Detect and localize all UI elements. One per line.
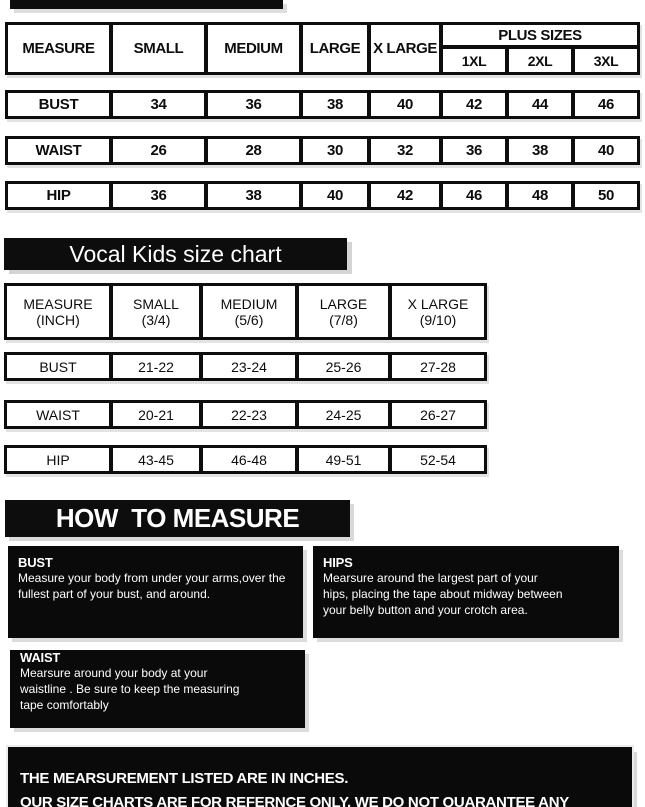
footer-disclaimer-line: OUR SIZE CHARTS ARE FOR REFERNCE ONLY. W… [20, 794, 569, 807]
kids-waist-xlarge: 26-27 [392, 403, 484, 426]
plus-sizes-row: 1XL 2XL 3XL [443, 49, 637, 72]
kids-row-waist: WAIST 20-21 22-23 24-25 26-27 [4, 400, 487, 429]
kids-header-medium-sub: (5/6) [234, 311, 264, 328]
kids-header-small: SMALL (3/4) [113, 286, 199, 337]
hip-medium-value: 38 [208, 184, 299, 207]
plus-size-2xl: 2XL [509, 49, 571, 72]
kids-hip-small: 43-45 [113, 448, 199, 471]
waist-small-value: 26 [113, 139, 204, 162]
measure-box-bust: BUST Measure your body from under your a… [8, 546, 303, 638]
top-title-bar-cropped [10, 0, 283, 9]
row-label-waist: WAIST [8, 139, 109, 162]
adult-header-large: LARGE [303, 25, 367, 72]
kids-row-label-waist: WAIST [7, 403, 109, 426]
adult-header-small: SMALL [113, 25, 204, 72]
plus-size-3xl: 3XL [575, 49, 637, 72]
measure-boxes-row: BUST Measure your body from under your a… [8, 546, 645, 638]
kids-header-medium: MEDIUM (5/6) [203, 286, 295, 337]
kids-row-label-bust: BUST [7, 355, 109, 378]
footer-disclaimer-box: THE MEARSUREMENT LISTED ARE IN INCHES. O… [8, 747, 632, 807]
plus-sizes-group: PLUS SIZES 1XL 2XL 3XL [443, 25, 637, 72]
hip-3xl-value: 50 [575, 184, 637, 207]
kids-size-table-header: MEASURE (INCH) SMALL (3/4) MEDIUM (5/6) … [4, 283, 487, 340]
waist-medium-value: 28 [208, 139, 299, 162]
measure-box-hips-heading: HIPS [323, 555, 353, 570]
kids-header-large: LARGE (7/8) [299, 286, 388, 337]
kids-header-large-sub: (7/8) [329, 311, 358, 328]
kids-row-hip: HIP 43-45 46-48 49-51 52-54 [4, 445, 487, 474]
kids-waist-medium: 22-23 [203, 403, 295, 426]
measure-box-hips-line: your belly button and your crotch area. [323, 603, 528, 617]
measure-box-hips-line: hips, placing the tape about midway betw… [323, 587, 563, 601]
kids-bust-xlarge: 27-28 [392, 355, 484, 378]
waist-large-value: 30 [303, 139, 367, 162]
kids-header-measure-sub: (INCH) [36, 311, 80, 328]
kids-header-measure: MEASURE (INCH) [7, 286, 109, 337]
measure-box-hips: HIPS Mearsure around the largest part of… [313, 546, 619, 638]
waist-2xl-value: 38 [509, 139, 571, 162]
kids-waist-small: 20-21 [113, 403, 199, 426]
hip-2xl-value: 48 [509, 184, 571, 207]
kids-hip-xlarge: 52-54 [392, 448, 484, 471]
row-label-hip: HIP [8, 184, 109, 207]
footer-disclaimer-line: THE MEARSUREMENT LISTED ARE IN INCHES. [20, 770, 349, 787]
kids-header-xlarge-sub: (9/10) [419, 311, 457, 328]
adult-row-bust: BUST 34 36 38 40 42 44 46 [5, 90, 640, 119]
waist-3xl-value: 40 [575, 139, 637, 162]
bust-1xl-value: 42 [443, 93, 505, 116]
hip-small-value: 36 [113, 184, 204, 207]
kids-header-small-name: SMALL [133, 295, 179, 312]
row-label-bust: BUST [8, 93, 109, 116]
kids-header-large-name: LARGE [319, 295, 368, 312]
hip-large-value: 40 [303, 184, 367, 207]
waist-xlarge-value: 32 [371, 139, 439, 162]
plus-sizes-label: PLUS SIZES [443, 25, 637, 45]
measure-box-bust-line: fullest part of your bust, and around. [18, 587, 211, 601]
kids-bust-large: 25-26 [299, 355, 388, 378]
kids-header-small-sub: (3/4) [141, 311, 171, 328]
hip-1xl-value: 46 [443, 184, 505, 207]
how-to-measure-title: HOW TO MEASURE [5, 500, 350, 537]
bust-xlarge-value: 40 [371, 93, 439, 116]
adult-size-table-header: MEASURE SMALL MEDIUM LARGE X LARGE PLUS … [5, 22, 640, 75]
waist-1xl-value: 36 [443, 139, 505, 162]
measure-box-waist-heading: WAIST [20, 650, 61, 665]
adult-header-xlarge: X LARGE [371, 25, 439, 72]
kids-header-measure-name: MEASURE [23, 295, 93, 312]
kids-header-xlarge: X LARGE (9/10) [392, 286, 484, 337]
plus-size-1xl: 1XL [443, 49, 505, 72]
bust-3xl-value: 46 [575, 93, 637, 116]
adult-row-waist: WAIST 26 28 30 32 36 38 40 [5, 136, 640, 165]
hip-xlarge-value: 42 [371, 184, 439, 207]
kids-header-xlarge-name: X LARGE [407, 295, 469, 312]
measure-box-waist-line: tape comfortably [20, 698, 109, 712]
kids-row-bust: BUST 21-22 23-24 25-26 27-28 [4, 352, 487, 381]
kids-header-medium-name: MEDIUM [220, 295, 278, 312]
measure-box-waist-line: waistline . Be sure to keep the measurin… [20, 682, 240, 696]
measure-box-waist-line: Mearsure around your body at your [20, 666, 208, 680]
adult-row-hip: HIP 36 38 40 42 46 48 50 [5, 181, 640, 210]
kids-size-chart-title: Vocal Kids size chart [4, 238, 347, 270]
measure-box-waist: WAIST Mearsure around your body at your … [10, 650, 305, 728]
kids-row-label-hip: HIP [7, 448, 109, 471]
kids-bust-medium: 23-24 [203, 355, 295, 378]
kids-waist-large: 24-25 [299, 403, 388, 426]
bust-medium-value: 36 [208, 93, 299, 116]
kids-hip-large: 49-51 [299, 448, 388, 471]
bust-large-value: 38 [303, 93, 367, 116]
measure-box-bust-line: Measure your body from under your arms,o… [18, 571, 286, 585]
measure-box-bust-heading: BUST [18, 555, 53, 570]
kids-bust-small: 21-22 [113, 355, 199, 378]
bust-2xl-value: 44 [509, 93, 571, 116]
measure-box-hips-line: Mearsure around the largest part of your [323, 571, 538, 585]
kids-hip-medium: 46-48 [203, 448, 295, 471]
adult-header-measure: MEASURE [8, 25, 109, 72]
adult-header-medium: MEDIUM [208, 25, 299, 72]
bust-small-value: 34 [113, 93, 204, 116]
